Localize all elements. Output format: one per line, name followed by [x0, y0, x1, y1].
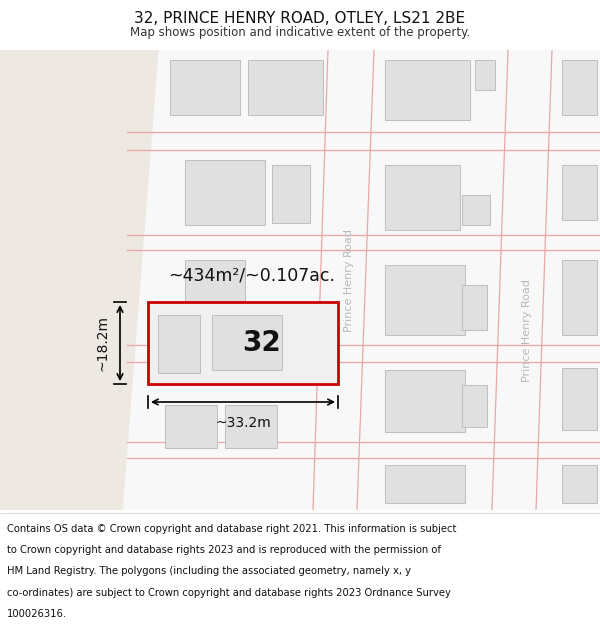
Bar	[462, 385, 487, 427]
Text: 32, PRINCE HENRY ROAD, OTLEY, LS21 2BE: 32, PRINCE HENRY ROAD, OTLEY, LS21 2BE	[134, 11, 466, 26]
Bar	[170, 60, 240, 115]
Text: ~434m²/~0.107ac.: ~434m²/~0.107ac.	[169, 266, 335, 284]
Bar	[158, 315, 200, 373]
Text: Contains OS data © Crown copyright and database right 2021. This information is : Contains OS data © Crown copyright and d…	[7, 524, 457, 534]
Text: Prince Henry Road: Prince Henry Road	[522, 279, 532, 381]
Bar	[272, 165, 310, 223]
Bar	[185, 260, 245, 315]
Bar	[385, 370, 465, 432]
Text: Prince Henry Road: Prince Henry Road	[344, 229, 354, 331]
Bar	[475, 60, 495, 90]
Text: Map shows position and indicative extent of the property.: Map shows position and indicative extent…	[130, 26, 470, 39]
Bar	[165, 405, 217, 448]
Text: co-ordinates) are subject to Crown copyright and database rights 2023 Ordnance S: co-ordinates) are subject to Crown copyr…	[7, 588, 451, 598]
Bar	[462, 195, 490, 225]
Text: HM Land Registry. The polygons (including the associated geometry, namely x, y: HM Land Registry. The polygons (includin…	[7, 566, 411, 576]
Bar	[562, 368, 597, 430]
Bar	[212, 315, 282, 370]
Bar	[562, 165, 597, 220]
Bar	[248, 60, 323, 115]
Bar	[385, 265, 465, 335]
Text: to Crown copyright and database rights 2023 and is reproduced with the permissio: to Crown copyright and database rights 2…	[7, 545, 441, 555]
Bar	[562, 260, 597, 335]
Text: ~33.2m: ~33.2m	[215, 416, 271, 430]
Bar	[385, 165, 460, 230]
Bar	[148, 302, 338, 384]
Bar	[562, 465, 597, 503]
Bar	[225, 405, 277, 448]
Bar	[462, 285, 487, 330]
Text: 100026316.: 100026316.	[7, 609, 67, 619]
Text: 32: 32	[242, 329, 281, 357]
Polygon shape	[0, 50, 158, 510]
Bar	[185, 160, 265, 225]
Bar	[385, 465, 465, 503]
Bar	[385, 60, 470, 120]
Bar	[562, 60, 597, 115]
Text: ~18.2m: ~18.2m	[96, 315, 110, 371]
